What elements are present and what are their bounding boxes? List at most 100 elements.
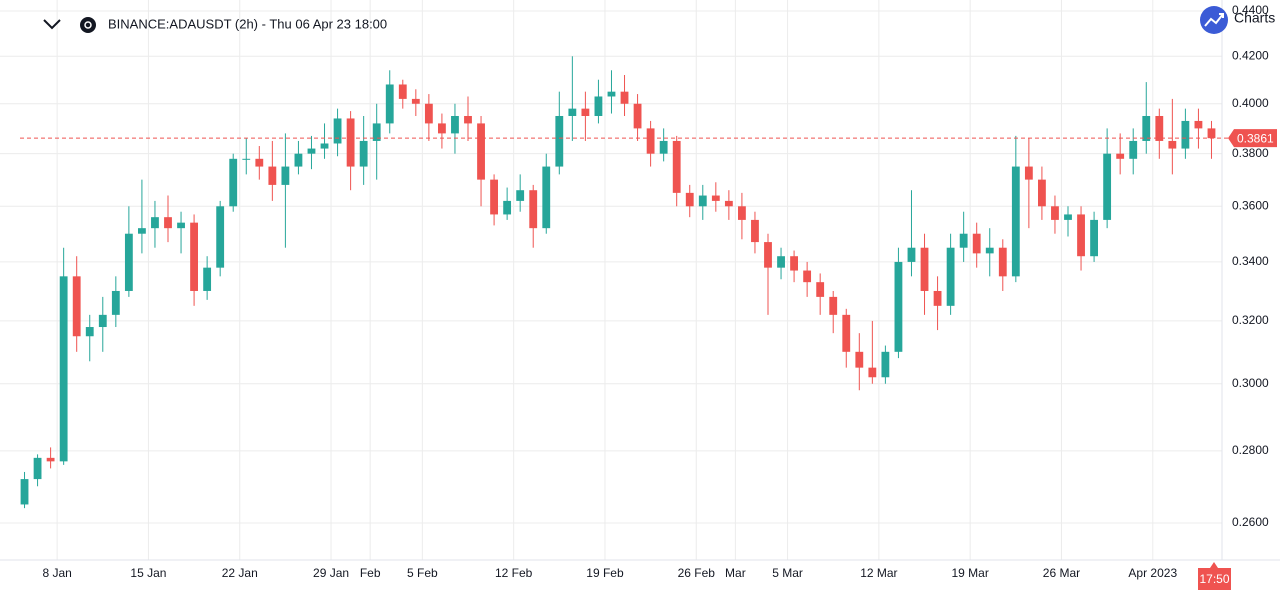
candle-body	[516, 190, 525, 201]
candle-body	[190, 222, 198, 291]
candle-body	[920, 247, 929, 291]
candle-body	[972, 233, 981, 254]
candle-body	[711, 195, 720, 201]
candle-body	[1155, 115, 1164, 141]
x-tick-label: 19 Feb	[586, 566, 624, 580]
brand-logo-icon	[1204, 13, 1224, 27]
candle-body	[1168, 140, 1177, 149]
candle-body	[46, 457, 55, 462]
x-tick-label: Feb	[360, 566, 381, 580]
candle-body	[659, 140, 668, 154]
candle-body	[790, 256, 798, 271]
candle-body	[229, 158, 238, 207]
x-tick-label: 26 Feb	[678, 566, 716, 580]
candle-body	[1194, 120, 1203, 129]
candle-body	[477, 123, 485, 180]
candle-body	[529, 190, 538, 229]
candle-body	[581, 108, 590, 116]
y-tick-label: 0.2800	[1232, 443, 1269, 457]
candle-body	[424, 103, 433, 124]
symbol-icon	[80, 17, 96, 33]
candle-body	[411, 98, 420, 104]
brand-name: Charts	[1234, 10, 1275, 26]
last-price-tag	[1228, 129, 1277, 148]
candle-body	[594, 96, 603, 116]
candle-body	[111, 290, 120, 315]
candle-body	[724, 200, 733, 207]
candle-body	[607, 91, 616, 97]
x-tick-label: 12 Mar	[860, 566, 897, 580]
candle-body	[203, 267, 212, 291]
candle-body	[959, 233, 968, 248]
x-tick-label: 29 Jan	[313, 566, 349, 580]
candle-body	[451, 115, 459, 134]
x-tick-label: 26 Mar	[1043, 566, 1080, 580]
y-tick-label: 0.4000	[1232, 96, 1269, 110]
candle-body	[568, 108, 577, 116]
candle-body	[398, 84, 407, 99]
candle-body	[1064, 214, 1072, 220]
candle-body	[855, 351, 864, 368]
candle-body	[490, 179, 498, 215]
candle-body	[85, 327, 94, 337]
candle-body	[151, 217, 159, 229]
symbol-icon-inner	[84, 21, 92, 29]
candle-body	[333, 118, 342, 144]
candle-body	[894, 261, 903, 352]
candle-body	[346, 118, 355, 167]
candle-body	[294, 153, 303, 167]
candle-body	[216, 206, 225, 268]
grid	[0, 0, 1222, 560]
candle-body	[281, 166, 290, 185]
symbol-title: BINANCE:ADAUSDT (2h) - Thu 06 Apr 23 18:…	[108, 16, 387, 31]
candle-body	[1011, 166, 1020, 277]
candle-body	[777, 256, 785, 268]
y-tick-label: 0.3200	[1232, 313, 1269, 327]
brand-logo[interactable]	[1200, 6, 1228, 34]
candle-body	[268, 166, 277, 185]
candle-body	[1024, 166, 1033, 180]
x-tick-label: 22 Jan	[222, 566, 258, 580]
countdown-label: 17:50	[1199, 572, 1229, 586]
candle-body	[764, 242, 772, 268]
candle-body	[1181, 120, 1190, 149]
countdown-tag	[1198, 562, 1231, 590]
x-tick-label: 5 Feb	[407, 566, 438, 580]
candle-body	[881, 351, 890, 378]
candle-body	[1207, 128, 1216, 139]
candle-body	[1038, 179, 1046, 207]
candle-body	[464, 115, 472, 124]
candle-body	[503, 200, 512, 215]
candle-body	[242, 158, 251, 160]
candle-body	[124, 233, 133, 291]
candle-body	[751, 219, 759, 243]
x-tick-label: 19 Mar	[951, 566, 988, 580]
candle-body	[1129, 140, 1138, 159]
x-tick-label: 8 Jan	[42, 566, 71, 580]
candle-body	[1051, 206, 1059, 220]
candle-body	[385, 84, 394, 124]
candle-body	[829, 296, 838, 315]
candle-body	[672, 140, 681, 193]
x-tick-label: 12 Feb	[495, 566, 533, 580]
collapse-icon[interactable]	[43, 19, 61, 30]
candle-body	[138, 228, 146, 234]
y-tick-label: 0.3800	[1232, 146, 1269, 160]
y-tick-label: 0.3400	[1232, 254, 1269, 268]
candle-body	[177, 222, 185, 229]
candle-body	[359, 140, 368, 167]
x-tick-label: Apr 2023	[1128, 566, 1177, 580]
candle-body	[1103, 153, 1112, 220]
candle-body	[1077, 214, 1085, 257]
candle-body	[164, 217, 172, 229]
candle-body	[698, 195, 707, 207]
candle-body	[98, 314, 107, 328]
candle-body	[438, 123, 446, 134]
y-tick-label: 0.2600	[1232, 515, 1269, 529]
last-price-label: 0.3861	[1237, 131, 1274, 145]
x-tick-label: 15 Jan	[130, 566, 166, 580]
candle-body	[842, 314, 851, 352]
candle-body	[33, 457, 42, 480]
candle-body	[946, 247, 955, 306]
